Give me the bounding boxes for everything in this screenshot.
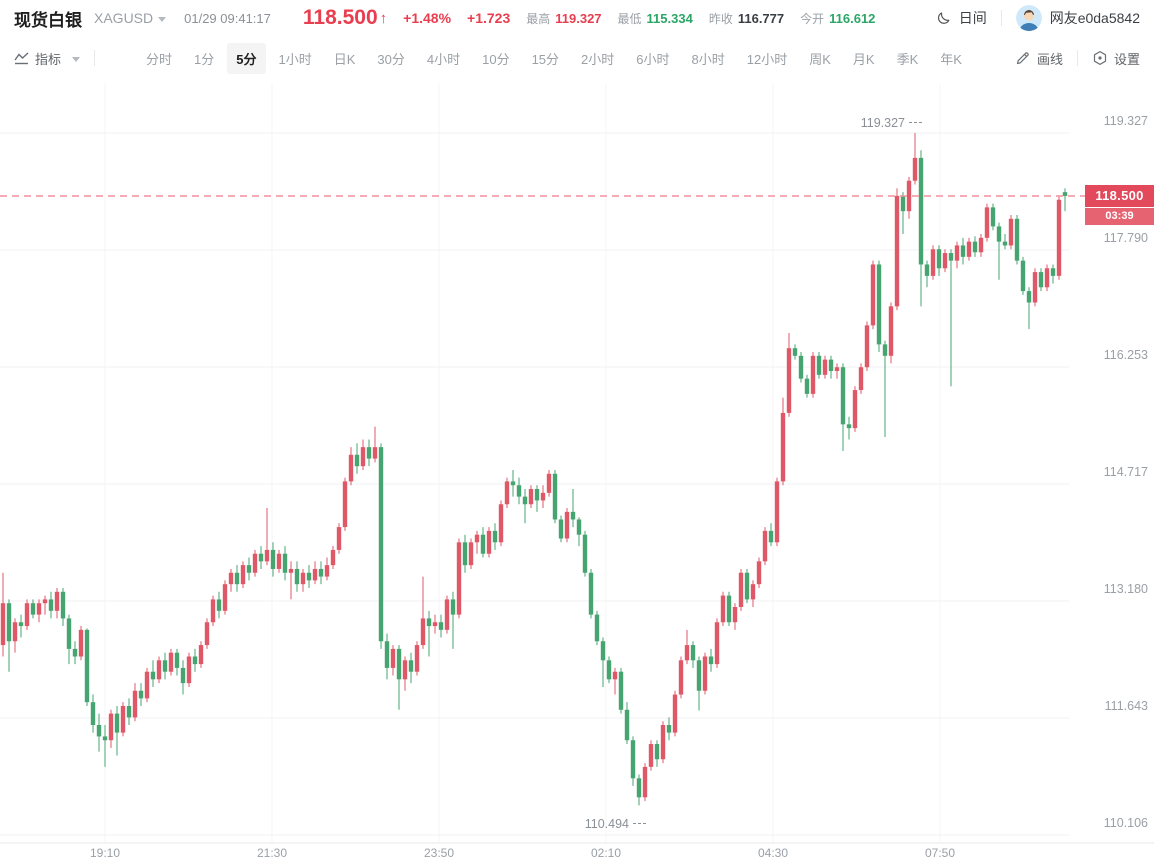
svg-text:21:30: 21:30 [257,846,287,860]
settings-label: 设置 [1113,51,1140,67]
svg-text:114.717: 114.717 [1104,465,1148,479]
chart-toolbar: 指标 分时 1分 5分 1小时 日K 30分 4小时 10分 15分 2小时 6… [0,36,1154,80]
tab-timeframe-1[interactable]: 1分 [194,51,215,67]
theme-toggle[interactable]: 日间 [935,8,987,28]
tab-timeframe-4[interactable]: 日K [333,51,356,67]
change-absolute: +1.723 [467,10,511,26]
low-label: 最低 [617,11,642,26]
svg-text:111.643: 111.643 [1105,699,1148,713]
gear-icon [1092,50,1108,66]
tab-timeframe-3[interactable]: 1小时 [278,51,312,67]
user-account[interactable]: 网友e0da5842 [1015,5,1140,31]
svg-text:119.327: 119.327 [861,116,905,130]
prev-close-label: 昨收 [708,11,733,26]
moon-icon [935,10,952,27]
tab-timeframe-0[interactable]: 分时 [146,51,173,67]
chevron-down-icon [72,56,81,62]
tab-timeframe-12[interactable]: 12小时 [746,51,788,67]
tab-timeframe-7[interactable]: 10分 [482,51,510,67]
theme-toggle-label: 日间 [958,10,987,26]
tab-timeframe-9[interactable]: 2小时 [581,51,615,67]
avatar [1015,5,1042,31]
draw-line-label: 画线 [1036,51,1063,67]
tab-timeframe-8[interactable]: 15分 [531,51,560,67]
settings-button[interactable]: 设置 [1092,49,1140,68]
svg-text:23:50: 23:50 [424,846,454,860]
svg-text:07:50: 07:50 [925,846,955,860]
tab-timeframe-11[interactable]: 8小时 [691,51,725,67]
tab-timeframe-15[interactable]: 季K [896,51,919,67]
high-label: 最高 [526,11,551,26]
svg-text:113.180: 113.180 [1104,582,1148,596]
current-price-tag: 118.500 03:39 [1085,185,1154,225]
low-value: 115.334 [646,10,693,26]
svg-text:117.790: 117.790 [1104,231,1148,245]
current-price-value: 118.500 [1085,185,1154,207]
pen-icon [1015,50,1031,66]
tab-timeframe-5[interactable]: 30分 [377,51,405,67]
candlestick-chart[interactable]: 119.327 117.790 116.253 114.717 113.180 111.6… [0,80,1154,862]
indicator-icon [14,51,29,65]
last-price: 118.500 [302,6,378,29]
header-bar: 现货白银 XAGUSD 01/29 09:41:17 118.500 ↑ +1.… [0,0,1154,36]
quote-datetime: 01/29 09:41:17 [184,10,271,26]
open-value: 116.612 [829,10,876,26]
open-label: 今开 [800,11,825,26]
svg-text:19:10: 19:10 [90,846,120,860]
timeframe-tabs: 分时 1分 5分 1小时 日K 30分 4小时 10分 15分 2小时 6小时 … [135,42,973,74]
indicator-label: 指标 [35,51,62,67]
tab-timeframe-14[interactable]: 月K [852,51,875,67]
prev-close-value: 116.777 [737,10,785,26]
tab-timeframe-16[interactable]: 年K [940,51,962,67]
high-value: 119.327 [555,10,602,26]
svg-text:110.494: 110.494 [585,817,629,831]
symbol-selector[interactable]: XAGUSD [94,10,167,26]
change-percent: +1.48% [403,10,452,26]
toolbar-divider [94,50,96,66]
svg-text:04:30: 04:30 [758,846,788,860]
indicator-menu[interactable]: 指标 [14,49,81,68]
symbol-code: XAGUSD [94,10,154,26]
instrument-title: 现货白银 [14,10,82,30]
chevron-down-icon [158,16,167,22]
svg-text:02:10: 02:10 [591,846,621,860]
tab-timeframe-13[interactable]: 周K [809,51,831,67]
tab-timeframe-2[interactable]: 5分 [227,42,266,74]
svg-text:119.327: 119.327 [1104,114,1148,128]
header-divider [1000,10,1002,26]
up-arrow-icon: ↑ [379,9,388,27]
username: 网友e0da5842 [1049,10,1140,26]
svg-text:110.106: 110.106 [1104,816,1148,830]
tab-timeframe-10[interactable]: 6小时 [636,51,670,67]
tab-timeframe-6[interactable]: 4小时 [426,51,461,67]
draw-line-button[interactable]: 画线 [1015,49,1063,68]
candle-countdown: 03:39 [1085,208,1154,225]
svg-text:116.253: 116.253 [1104,348,1148,362]
chart-canvas[interactable]: 119.327 117.790 116.253 114.717 113.180 111.6… [0,80,1154,862]
toolbar-divider-2 [1076,50,1078,66]
